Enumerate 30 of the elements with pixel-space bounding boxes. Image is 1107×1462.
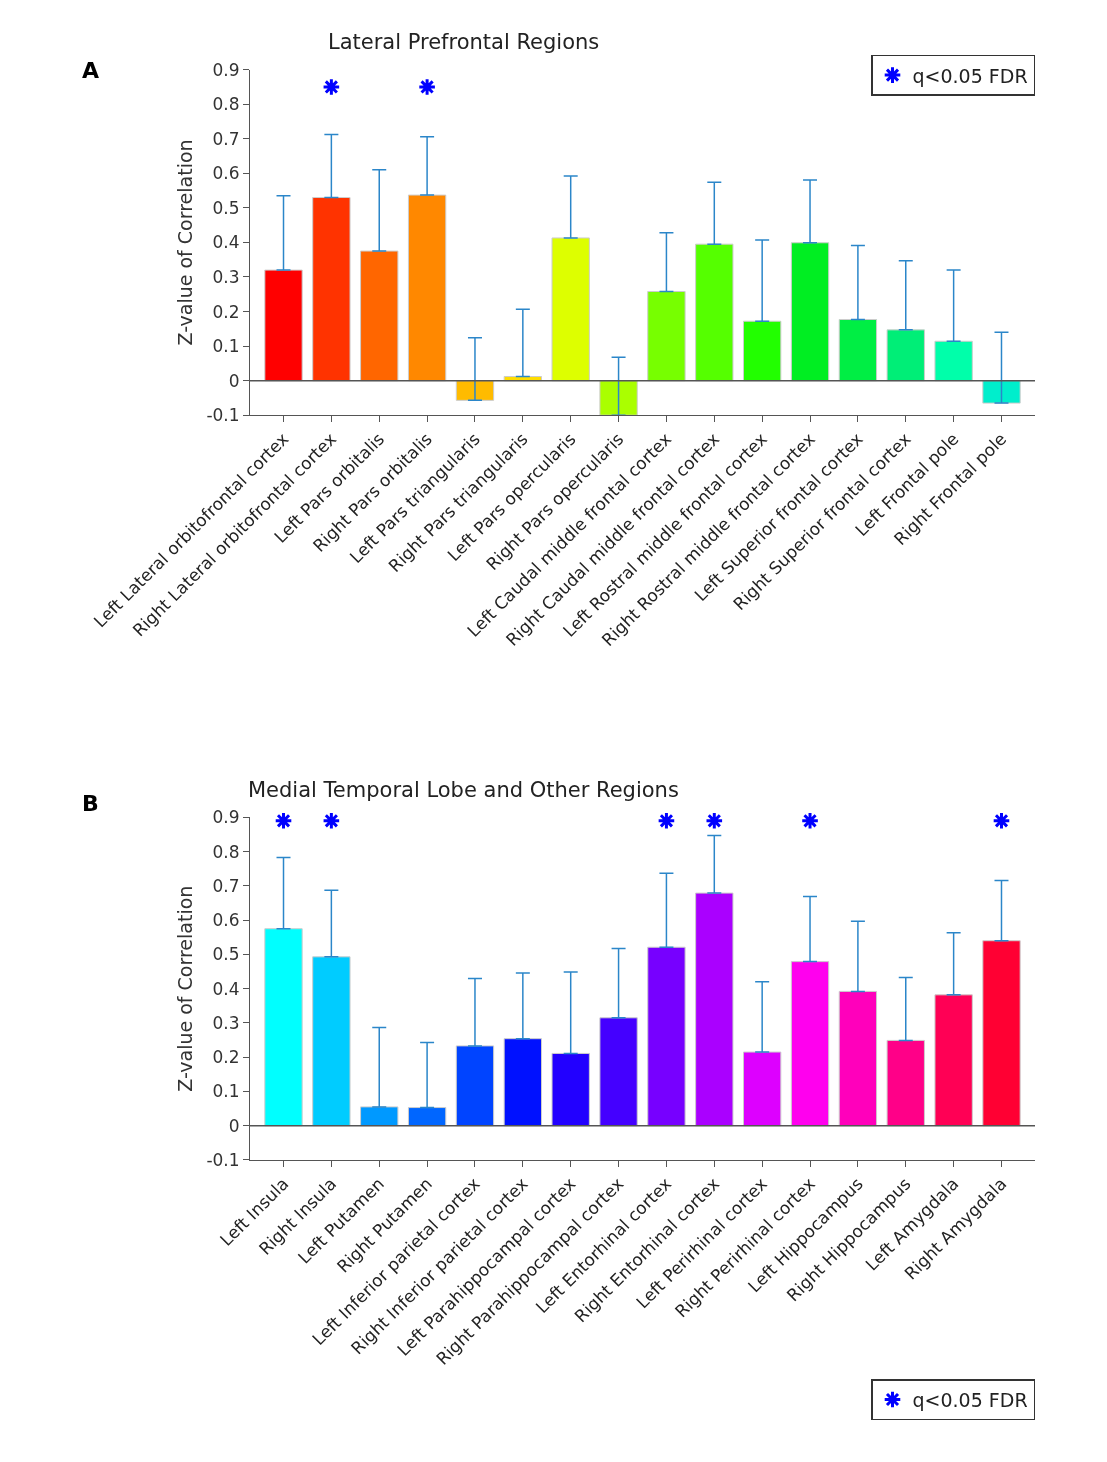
chart-title: Medial Temporal Lobe and Other Regions bbox=[248, 778, 679, 802]
legend-label: q<0.05 FDR bbox=[912, 64, 1028, 87]
y-tick-label: 0.6 bbox=[212, 163, 240, 184]
y-tick-label: 0.3 bbox=[212, 266, 240, 287]
text: B bbox=[82, 791, 99, 816]
y-tick-label: 0.5 bbox=[212, 197, 240, 218]
y-tick-label: 0.8 bbox=[212, 94, 240, 115]
legend-label: q<0.05 FDR bbox=[912, 1388, 1028, 1411]
y-tick-label: 0.4 bbox=[212, 232, 240, 253]
y-tick-label: 0 bbox=[228, 370, 240, 391]
y-tick-label: 0.9 bbox=[212, 807, 240, 828]
y-tick-label: 0.1 bbox=[212, 336, 240, 357]
y-tick-label: 0.7 bbox=[212, 875, 240, 896]
y-axis-title: Z-value of Correlation bbox=[174, 139, 197, 346]
y-axis-title: Z-value of Correlation bbox=[174, 885, 197, 1092]
y-tick-label: 0.7 bbox=[212, 128, 240, 149]
y-tick-label: 0.3 bbox=[212, 1012, 240, 1033]
y-tick-label: 0.5 bbox=[212, 944, 240, 965]
y-tick-label: 0.4 bbox=[212, 978, 240, 999]
y-tick-label: 0.2 bbox=[212, 1047, 240, 1068]
y-tick-label: -0.1 bbox=[206, 1149, 240, 1170]
y-tick-label: 0.2 bbox=[212, 301, 240, 322]
y-tick-label: 0.6 bbox=[212, 910, 240, 931]
y-tick-label: 0.1 bbox=[212, 1081, 240, 1102]
y-tick-label: 0.8 bbox=[212, 841, 240, 862]
chart-title: Lateral Prefrontal Regions bbox=[328, 30, 600, 54]
text: A bbox=[82, 58, 100, 83]
y-tick-label: -0.1 bbox=[206, 405, 240, 426]
y-tick-label: 0 bbox=[228, 1115, 240, 1136]
y-tick-label: 0.9 bbox=[212, 59, 240, 80]
